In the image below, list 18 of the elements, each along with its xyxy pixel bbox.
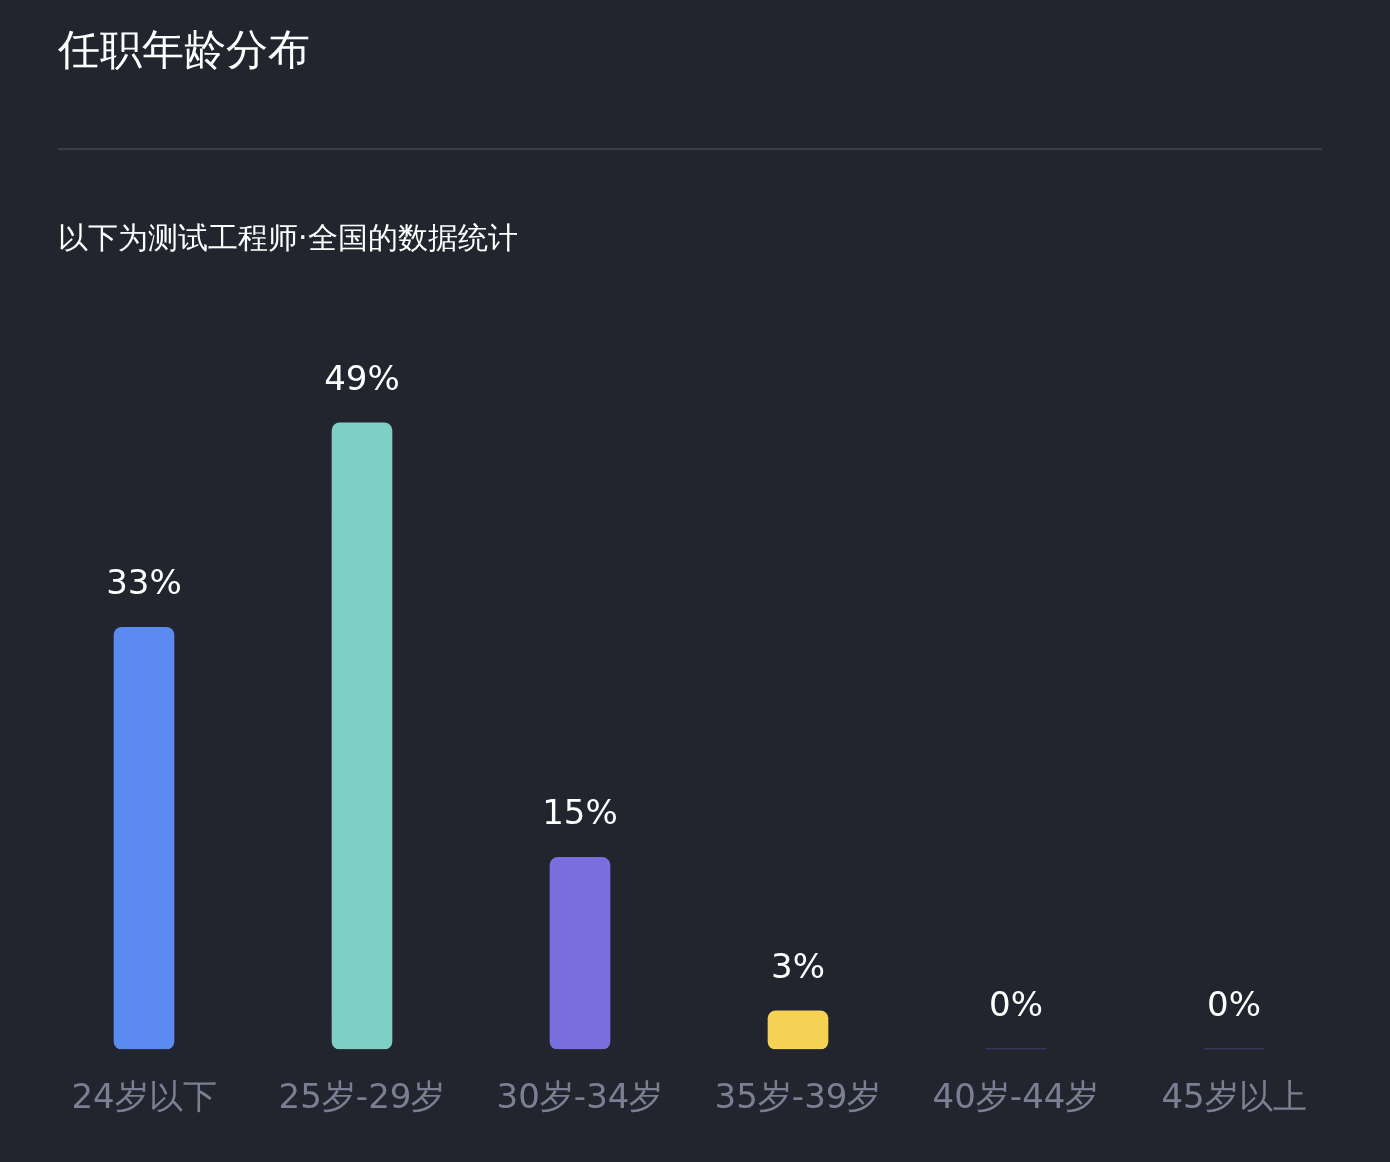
chart-title: 任职年龄分布: [58, 24, 310, 76]
chart-subtitle: 以下为测试工程师·全国的数据统计: [58, 219, 518, 257]
bar: [331, 422, 393, 1050]
data-label: 0%: [1207, 984, 1261, 1025]
data-label: 3%: [771, 945, 825, 986]
x-tick-label: 35岁-39岁: [714, 1076, 882, 1117]
x-tick-label: 25岁-29岁: [278, 1076, 446, 1117]
x-tick-label: 40岁-44岁: [932, 1076, 1100, 1117]
bar: [549, 857, 611, 1050]
x-tick-label: 30岁-34岁: [496, 1076, 664, 1117]
bar: [113, 627, 175, 1050]
data-label: 49%: [324, 357, 400, 398]
data-label: 33%: [106, 562, 182, 603]
x-tick-label: 45岁以上: [1161, 1076, 1307, 1117]
data-label: 0%: [989, 984, 1043, 1025]
data-label: 15%: [542, 792, 618, 833]
bar: [767, 1010, 829, 1050]
x-tick-label: 24岁以下: [71, 1076, 217, 1117]
